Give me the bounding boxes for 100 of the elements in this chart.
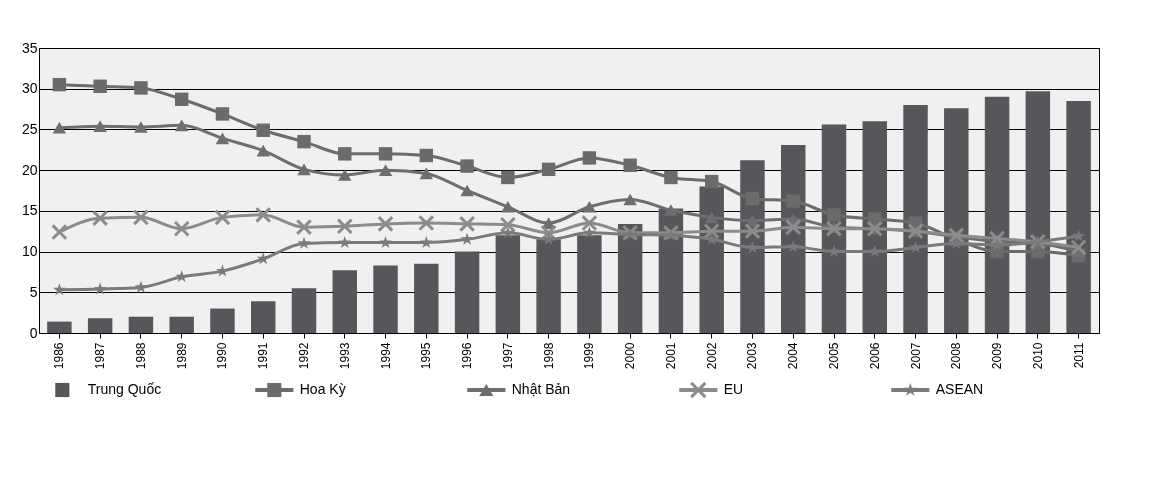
point [460, 232, 474, 245]
point [785, 218, 802, 236]
legend-label: Trung Quốc [87, 381, 162, 397]
point [215, 132, 230, 145]
point [174, 92, 189, 107]
point [460, 184, 474, 197]
bar [1025, 91, 1051, 333]
point [132, 209, 150, 226]
point [338, 169, 352, 181]
point [868, 244, 882, 258]
bar [903, 105, 928, 333]
point [134, 121, 148, 133]
x-tick-label: 2004 [786, 342, 801, 370]
point [378, 147, 393, 161]
y-tick-label: 0 [29, 324, 38, 341]
point [662, 224, 680, 242]
x-tick-label: 1989 [174, 342, 189, 370]
point [256, 252, 270, 265]
x-tick-label: 1998 [541, 342, 556, 370]
x-tick-label: 2000 [623, 342, 638, 370]
point [295, 218, 313, 236]
legend-label: EU [723, 381, 744, 397]
point [378, 164, 393, 176]
bar [536, 239, 561, 333]
point [825, 220, 843, 237]
bar [944, 108, 969, 333]
bar [47, 321, 72, 333]
point [1070, 239, 1087, 256]
x-tick-label: 2001 [663, 342, 678, 370]
x-tick-label: 1992 [297, 342, 311, 370]
point [542, 232, 555, 245]
point [664, 170, 678, 185]
point [948, 227, 965, 244]
point [909, 240, 922, 253]
point [499, 216, 517, 233]
point [379, 235, 392, 249]
x-tick-label: 2010 [1030, 342, 1045, 370]
point [175, 270, 189, 283]
point [93, 282, 107, 295]
bar [128, 316, 154, 333]
x-tick-label: 1999 [582, 342, 597, 370]
x-tick-label: 1987 [93, 342, 108, 370]
point [501, 170, 515, 185]
point [174, 119, 189, 132]
point [664, 228, 678, 241]
point [93, 120, 107, 132]
point [744, 223, 761, 240]
legend-label: ASEAN [935, 381, 984, 397]
point [623, 193, 637, 206]
point [581, 214, 598, 232]
x-tick-label: 1988 [133, 342, 148, 370]
x-tick-label: 1994 [378, 342, 393, 370]
point [460, 159, 474, 173]
point [827, 244, 841, 258]
y-tick-label: 25 [21, 120, 38, 137]
point [827, 208, 841, 222]
point [51, 223, 68, 241]
point [297, 134, 311, 149]
y-tick-label: 35 [21, 39, 38, 56]
point [746, 240, 759, 253]
point [91, 209, 109, 227]
point [786, 239, 800, 253]
bar [251, 301, 276, 333]
point [703, 223, 720, 240]
bar [210, 308, 235, 333]
y-tick-label: 10 [21, 243, 38, 260]
point [336, 218, 353, 235]
point [53, 283, 66, 296]
x-tick-label: 1991 [256, 342, 271, 370]
point [338, 235, 352, 249]
bar [577, 235, 602, 333]
bar [87, 318, 113, 333]
point [501, 200, 515, 213]
point [134, 280, 148, 293]
x-tick-label: 2002 [704, 342, 719, 370]
bar [454, 251, 480, 333]
point [134, 81, 148, 95]
point [93, 79, 107, 93]
point [582, 200, 597, 213]
point [704, 174, 719, 189]
bar [169, 316, 194, 333]
point [338, 147, 352, 161]
point [215, 107, 230, 121]
y-tick-label: 5 [29, 283, 38, 300]
point [1072, 229, 1085, 242]
x-tick-label: 1986 [52, 342, 67, 370]
point [704, 211, 719, 224]
point [458, 215, 476, 233]
bar [495, 235, 521, 333]
point [582, 151, 597, 165]
x-tick-label: 2009 [990, 342, 1005, 370]
point [419, 148, 434, 163]
point [214, 209, 231, 226]
y-tick-label: 20 [21, 161, 38, 178]
bar [373, 265, 398, 333]
point [949, 236, 963, 249]
x-tick-label: 2008 [949, 342, 964, 370]
x-tick-label: 1993 [337, 342, 352, 370]
x-tick-label: 1990 [215, 342, 230, 370]
bar [984, 96, 1010, 333]
